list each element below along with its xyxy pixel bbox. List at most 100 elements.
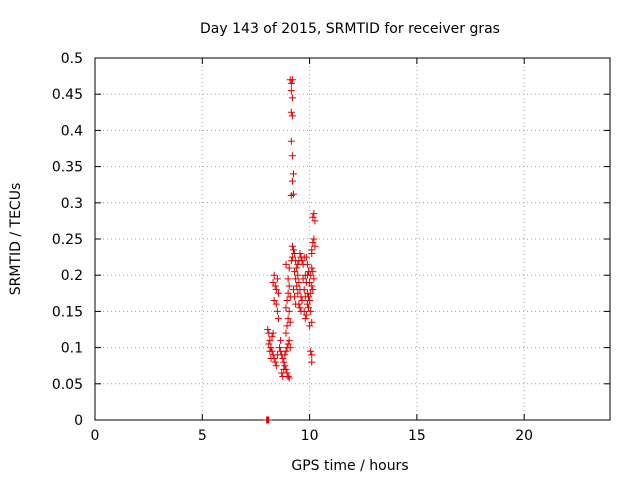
data-point bbox=[279, 354, 287, 362]
data-point bbox=[280, 365, 288, 373]
data-point bbox=[294, 271, 302, 279]
y-tick-label: 0 bbox=[74, 413, 83, 429]
data-points bbox=[263, 76, 319, 424]
data-point bbox=[308, 358, 316, 366]
data-point bbox=[288, 112, 296, 120]
data-point bbox=[308, 282, 316, 290]
data-point bbox=[271, 282, 279, 290]
data-point bbox=[298, 297, 306, 305]
data-point bbox=[289, 190, 297, 198]
y-axis-label: SRMTID / TECUs bbox=[8, 183, 24, 296]
data-point bbox=[307, 347, 315, 355]
data-point bbox=[274, 315, 282, 323]
data-point bbox=[270, 271, 278, 279]
data-point bbox=[277, 336, 285, 344]
data-point bbox=[270, 297, 278, 305]
x-tick-label: 15 bbox=[408, 428, 426, 444]
y-tick-label: 0.35 bbox=[52, 160, 83, 176]
data-point bbox=[303, 300, 311, 308]
data-point bbox=[281, 351, 289, 359]
data-point bbox=[310, 275, 318, 283]
y-tick-label: 0.3 bbox=[61, 196, 83, 212]
y-tick-label: 0.4 bbox=[61, 123, 83, 139]
data-point bbox=[300, 307, 308, 315]
data-point bbox=[285, 374, 293, 382]
data-point bbox=[278, 369, 286, 377]
data-point bbox=[266, 347, 274, 355]
data-point bbox=[268, 333, 276, 341]
data-point bbox=[306, 322, 314, 330]
data-point bbox=[272, 362, 280, 370]
data-point bbox=[311, 217, 319, 225]
data-point bbox=[288, 94, 296, 102]
data-point bbox=[286, 318, 294, 326]
data-point bbox=[287, 137, 295, 145]
chart-title: Day 143 of 2015, SRMTID for receiver gra… bbox=[200, 21, 500, 37]
data-point bbox=[291, 293, 299, 301]
data-point bbox=[289, 170, 297, 178]
y-tick-label: 0.1 bbox=[61, 341, 83, 357]
data-point bbox=[292, 300, 300, 308]
data-point bbox=[288, 242, 296, 250]
data-point bbox=[288, 76, 296, 84]
grid-lines bbox=[95, 58, 610, 420]
plot-frame bbox=[94, 57, 611, 421]
data-point bbox=[284, 315, 292, 323]
data-point bbox=[302, 311, 310, 319]
data-point bbox=[295, 278, 303, 286]
data-point bbox=[310, 210, 318, 218]
data-point bbox=[306, 278, 314, 286]
data-point bbox=[306, 297, 314, 305]
data-point bbox=[266, 336, 274, 344]
data-point bbox=[287, 87, 295, 95]
data-point bbox=[288, 177, 296, 185]
data-point bbox=[272, 300, 280, 308]
data-point bbox=[283, 297, 291, 305]
data-point bbox=[280, 358, 288, 366]
y-tick-label: 0.45 bbox=[52, 87, 83, 103]
data-point bbox=[282, 329, 290, 337]
x-tick-label: 10 bbox=[301, 428, 319, 444]
data-point bbox=[303, 260, 311, 268]
data-point bbox=[285, 282, 293, 290]
data-point bbox=[265, 340, 273, 348]
data-point bbox=[286, 344, 294, 352]
data-point bbox=[265, 416, 273, 424]
data-point bbox=[287, 108, 295, 116]
data-point bbox=[264, 326, 272, 333]
data-point bbox=[292, 275, 300, 283]
data-point bbox=[287, 79, 295, 87]
y-tick-label: 0.5 bbox=[61, 51, 83, 67]
data-point bbox=[299, 275, 307, 283]
data-point bbox=[288, 253, 296, 261]
data-point bbox=[282, 260, 290, 268]
data-point bbox=[308, 351, 316, 359]
data-point bbox=[282, 347, 290, 355]
data-point bbox=[310, 235, 318, 243]
data-point bbox=[267, 344, 275, 352]
x-tick-label: 5 bbox=[198, 428, 207, 444]
data-point bbox=[307, 289, 315, 297]
data-point bbox=[308, 318, 316, 326]
data-point bbox=[301, 315, 309, 323]
data-point bbox=[307, 307, 315, 315]
data-point bbox=[296, 304, 304, 312]
data-point bbox=[281, 362, 289, 370]
data-point bbox=[273, 307, 281, 315]
data-point bbox=[285, 307, 293, 315]
axis-ticks: 0 5 10 15 20 0 0.05 0.1 0.15 0.2 0.25 0.3 0.35 0.4 0.4… bbox=[52, 51, 610, 444]
data-point bbox=[279, 373, 287, 381]
data-point bbox=[267, 354, 275, 362]
data-point bbox=[308, 249, 316, 257]
data-point bbox=[311, 242, 319, 250]
data-point bbox=[295, 257, 303, 265]
data-point bbox=[289, 246, 297, 254]
data-point bbox=[307, 271, 315, 279]
data-point bbox=[296, 249, 304, 257]
data-point bbox=[302, 253, 310, 261]
data-point bbox=[273, 275, 281, 283]
data-point bbox=[305, 304, 313, 312]
data-point bbox=[284, 275, 292, 283]
